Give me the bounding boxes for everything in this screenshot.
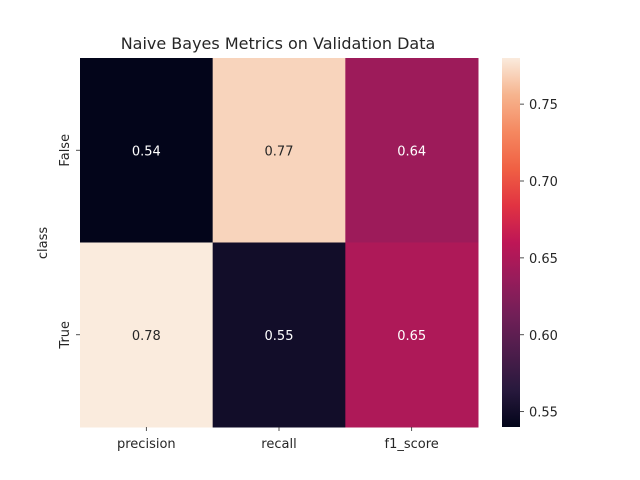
- heatmap-cell: [212, 58, 346, 243]
- heatmap-cells: [80, 58, 479, 428]
- colorbar-tick-label: 0.65: [529, 252, 558, 267]
- chart-title: Naive Bayes Metrics on Validation Data: [121, 34, 436, 53]
- cell-annotations: 0.54 0.77 0.64 0.78 0.55 0.65: [132, 144, 426, 344]
- heatmap-cell: [80, 242, 214, 428]
- cell-annotation: 0.55: [265, 329, 294, 344]
- cell-annotation: 0.54: [132, 144, 161, 159]
- y-tick-label: True: [58, 321, 73, 350]
- x-tick-label: f1_score: [385, 437, 439, 452]
- y-tick-label: False: [58, 134, 73, 167]
- cell-annotation: 0.65: [397, 329, 426, 344]
- heatmap-cell: [212, 242, 346, 428]
- heatmap-cell: [345, 242, 479, 428]
- x-axis: precision recall f1_score: [117, 427, 439, 452]
- colorbar-tick-label: 0.75: [529, 98, 558, 113]
- heatmap-cell: [345, 58, 479, 243]
- cell-annotation: 0.77: [265, 144, 294, 159]
- colorbar-gradient: [502, 58, 520, 427]
- colorbar-tick-label: 0.70: [529, 175, 558, 190]
- x-tick-label: recall: [261, 437, 296, 452]
- y-axis: False True: [58, 134, 80, 350]
- colorbar: 0.55 0.60 0.65 0.70 0.75: [502, 58, 558, 427]
- cell-annotation: 0.78: [132, 329, 161, 344]
- colorbar-tick-label: 0.55: [529, 406, 558, 421]
- colorbar-tick-label: 0.60: [529, 329, 558, 344]
- cell-annotation: 0.64: [397, 144, 426, 159]
- heatmap-cell: [80, 58, 214, 243]
- y-axis-label: class: [36, 227, 51, 259]
- x-tick-label: precision: [117, 437, 176, 452]
